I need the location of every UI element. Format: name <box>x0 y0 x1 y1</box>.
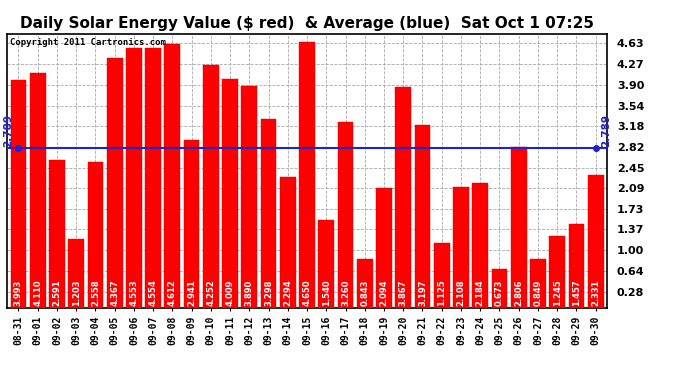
Bar <box>318 220 334 308</box>
Text: 2.294: 2.294 <box>284 280 293 306</box>
Text: 1.125: 1.125 <box>437 280 446 306</box>
Bar <box>126 48 141 308</box>
Text: Copyright 2011 Cartronics.com: Copyright 2011 Cartronics.com <box>10 38 166 47</box>
Bar <box>491 269 507 308</box>
Bar <box>68 239 84 308</box>
Bar <box>395 87 411 308</box>
Text: 3.298: 3.298 <box>264 280 273 306</box>
Bar <box>49 160 65 308</box>
Bar <box>203 65 219 308</box>
Bar <box>261 119 277 308</box>
Bar <box>337 122 353 308</box>
Text: 1.540: 1.540 <box>322 280 331 306</box>
Text: 4.650: 4.650 <box>302 280 312 306</box>
Text: 0.849: 0.849 <box>533 280 542 306</box>
Bar <box>107 58 123 308</box>
Text: 4.554: 4.554 <box>148 280 157 306</box>
Bar <box>10 80 26 308</box>
Bar <box>473 183 488 308</box>
Bar <box>30 73 46 308</box>
Text: 0.673: 0.673 <box>495 280 504 306</box>
Text: 3.197: 3.197 <box>418 280 427 306</box>
Text: 4.553: 4.553 <box>130 280 139 306</box>
Text: 2.591: 2.591 <box>52 280 61 306</box>
Text: 3.890: 3.890 <box>245 280 254 306</box>
Bar <box>222 79 238 308</box>
Text: 4.367: 4.367 <box>110 280 119 306</box>
Text: 2.094: 2.094 <box>380 280 388 306</box>
Text: 0.843: 0.843 <box>360 280 369 306</box>
Text: 3.260: 3.260 <box>341 280 350 306</box>
Text: 1.203: 1.203 <box>72 280 81 306</box>
Text: 4.612: 4.612 <box>168 280 177 306</box>
Text: 1.457: 1.457 <box>572 280 581 306</box>
Text: 3.867: 3.867 <box>399 280 408 306</box>
Text: 4.009: 4.009 <box>226 280 235 306</box>
Text: 2.184: 2.184 <box>475 280 484 306</box>
Text: 4.252: 4.252 <box>206 280 215 306</box>
Bar <box>588 174 604 308</box>
Bar <box>569 224 584 308</box>
Text: 3.993: 3.993 <box>14 280 23 306</box>
Text: 2.108: 2.108 <box>457 280 466 306</box>
Bar <box>299 42 315 308</box>
Text: 2.789: 2.789 <box>601 114 611 147</box>
Bar <box>549 237 565 308</box>
Title: Daily Solar Energy Value ($ red)  & Average (blue)  Sat Oct 1 07:25: Daily Solar Energy Value ($ red) & Avera… <box>20 16 594 31</box>
Bar <box>357 260 373 308</box>
Bar <box>415 125 431 308</box>
Bar <box>145 48 161 308</box>
Bar <box>453 187 469 308</box>
Text: 4.110: 4.110 <box>33 280 42 306</box>
Text: 2.789: 2.789 <box>3 114 13 147</box>
Text: 2.558: 2.558 <box>91 280 100 306</box>
Bar <box>184 140 199 308</box>
Text: 1.245: 1.245 <box>553 280 562 306</box>
Bar <box>530 259 546 308</box>
Bar <box>376 188 392 308</box>
Text: 2.806: 2.806 <box>514 280 523 306</box>
Bar <box>434 243 450 308</box>
Text: 2.941: 2.941 <box>187 280 196 306</box>
Bar <box>511 147 526 308</box>
Bar <box>88 162 103 308</box>
Text: 2.331: 2.331 <box>591 280 600 306</box>
Bar <box>241 86 257 308</box>
Bar <box>164 45 180 308</box>
Bar <box>280 177 296 308</box>
